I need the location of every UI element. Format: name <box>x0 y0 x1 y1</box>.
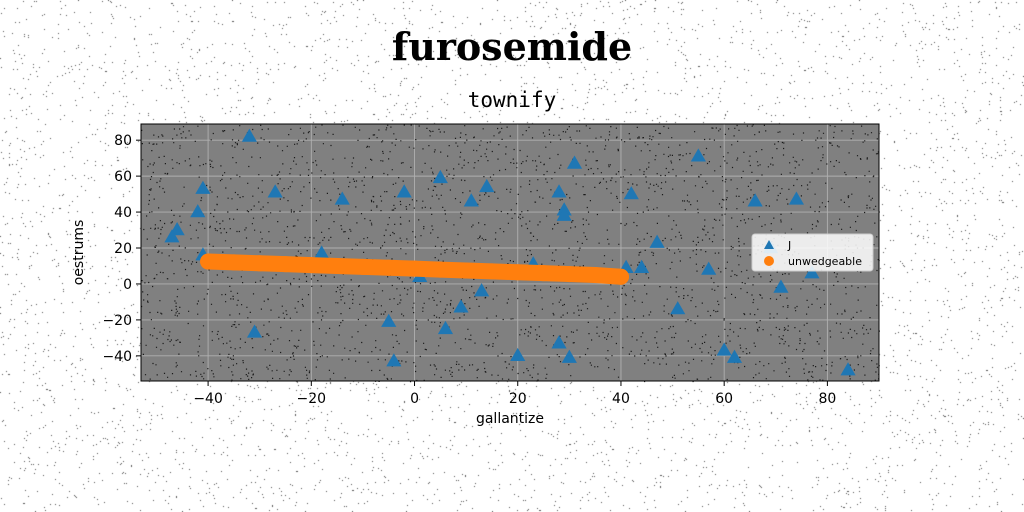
data-point-triangle <box>747 193 763 207</box>
data-point-triangle <box>788 191 805 205</box>
chart-title: townify <box>467 88 557 112</box>
legend-box <box>751 233 874 272</box>
x-tick-label: 20 <box>509 391 527 407</box>
data-point-triangle <box>396 184 412 198</box>
data-point-triangle <box>381 313 397 327</box>
plot-frame <box>140 123 880 382</box>
data-point-triangle <box>690 148 706 162</box>
y-tick-label: 80 <box>114 133 132 149</box>
x-tick-label: −20 <box>297 391 327 407</box>
data-point-triangle <box>716 342 732 356</box>
y-tick-label: 20 <box>114 241 132 257</box>
data-point-triangle <box>510 347 526 362</box>
series-J <box>164 128 856 376</box>
legend-label: J <box>787 239 791 252</box>
data-point-triangle <box>566 155 583 169</box>
series-band <box>200 253 629 285</box>
x-tick-label: −40 <box>193 391 223 407</box>
data-point-triangle <box>670 301 686 315</box>
x-axis-label: gallantize <box>476 411 544 427</box>
data-point-triangle <box>840 362 856 376</box>
data-point-triangle <box>561 349 577 363</box>
legend-marker-circle <box>764 256 774 266</box>
data-point-triangle <box>623 186 639 200</box>
figure-title: furosemide <box>391 24 633 69</box>
legend-label: unwedgeable <box>788 255 862 268</box>
data-point-triangle <box>246 324 263 338</box>
data-point-triangle <box>701 261 717 275</box>
data-point-triangle <box>773 279 789 293</box>
y-tick-label: −40 <box>102 349 132 365</box>
x-tick-label: 80 <box>818 391 836 407</box>
data-point-triangle <box>241 128 257 142</box>
x-tick-label: 0 <box>410 391 419 407</box>
data-point-triangle <box>190 204 206 218</box>
data-point-triangle <box>267 184 283 198</box>
data-point-triangle <box>195 180 211 194</box>
y-tick-label: −20 <box>102 313 132 329</box>
legend-marker-triangle <box>764 240 774 249</box>
data-point-triangle <box>437 320 454 335</box>
data-point-triangle <box>453 299 469 313</box>
axis-ticks: −40 −20 0 20 40 60 80 −40 −20 0 20 40 60 80 <box>102 133 836 407</box>
data-point-triangle <box>551 184 567 198</box>
x-tick-label: 40 <box>612 391 630 407</box>
data-point-triangle <box>556 207 572 221</box>
data-point-triangle <box>551 335 567 349</box>
y-tick-label: 0 <box>123 277 132 293</box>
data-point-triangle <box>474 283 490 297</box>
data-point-triangle <box>334 191 350 205</box>
data-point-triangle <box>463 193 479 207</box>
data-point-triangle <box>479 178 495 193</box>
series-layer <box>164 128 856 376</box>
data-point-triangle <box>726 349 743 363</box>
data-point-triangle <box>314 245 330 259</box>
data-point-triangle <box>164 229 180 243</box>
y-tick-label: 40 <box>114 205 132 221</box>
data-point-triangle <box>649 234 665 248</box>
data-point-triangle <box>634 259 650 273</box>
data-point-triangle <box>386 353 402 367</box>
y-axis-label: oestrums <box>71 220 87 286</box>
series-unwedgeable <box>200 253 629 285</box>
data-point-triangle <box>804 265 820 279</box>
x-tick-label: 60 <box>715 391 733 407</box>
y-tick-label: 60 <box>114 169 132 185</box>
data-point-triangle <box>432 169 448 184</box>
